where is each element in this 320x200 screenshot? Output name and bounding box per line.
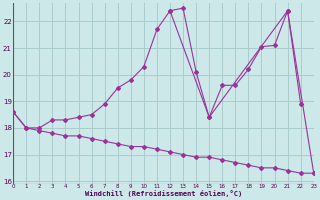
- X-axis label: Windchill (Refroidissement éolien,°C): Windchill (Refroidissement éolien,°C): [85, 190, 242, 197]
